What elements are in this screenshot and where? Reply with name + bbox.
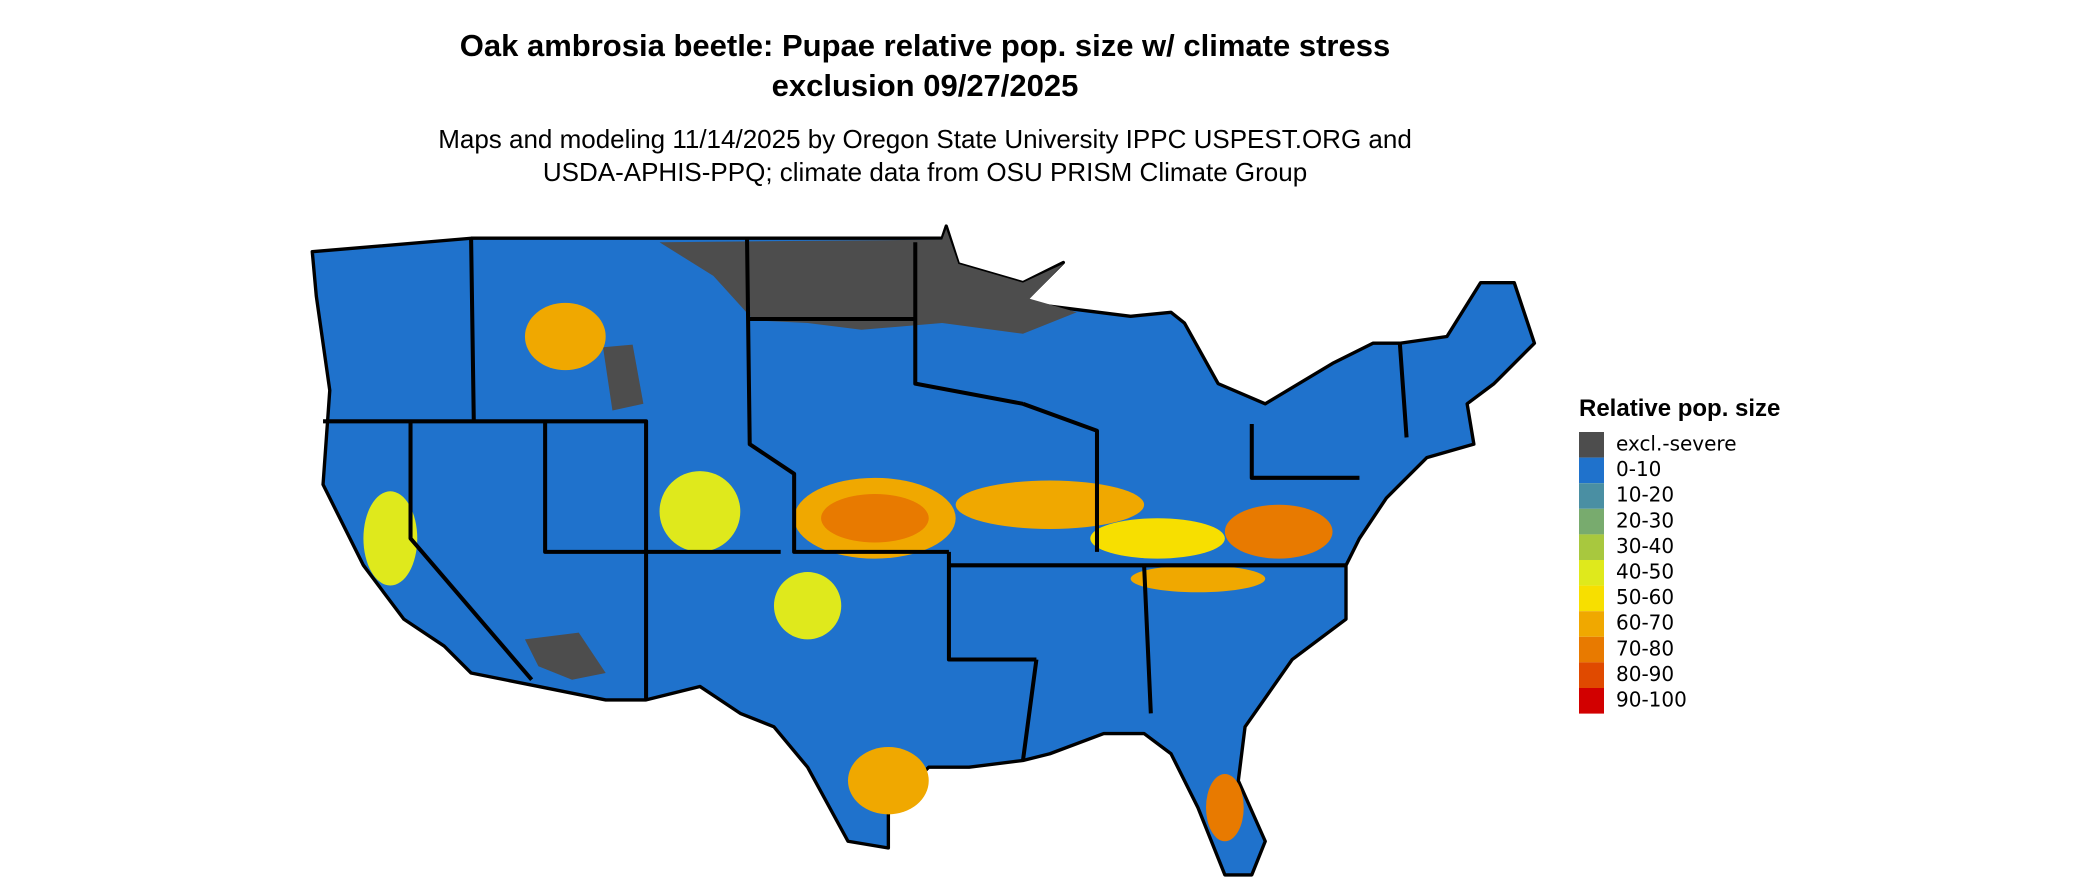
legend-swatch [1579,662,1604,688]
legend-label: 20-30 [1616,508,1674,532]
legend-swatch [1579,483,1604,509]
legend-swatch [1579,611,1604,637]
legend-label: 80-90 [1616,662,1674,686]
legend-title: Relative pop. size [1579,395,1780,422]
legend-swatch [1579,585,1604,612]
legend-swatch [1579,688,1604,714]
subtitle: USDA-APHIS-PPQ; climate data from OSU PR… [543,157,1307,187]
title: Oak ambrosia beetle: Pupae relative pop.… [460,28,1390,63]
legend-label: 70-80 [1616,636,1674,660]
legend-swatch [1579,636,1604,663]
legend-swatch [1579,560,1604,586]
legend-swatch [1579,457,1604,484]
legend-swatch [1579,534,1604,560]
legend-label: 30-40 [1616,534,1674,558]
legend-label: 90-100 [1616,688,1687,712]
legend-label: 50-60 [1616,585,1674,609]
legend-label: 40-50 [1616,560,1674,584]
state-borders [323,238,1409,761]
legend-swatch [1579,432,1604,458]
title: exclusion 09/27/2025 [772,68,1079,103]
legend-label: excl.-severe [1616,432,1737,456]
excluded-areas [524,228,1077,680]
legend-swatch [1579,508,1604,535]
legend-label: 60-70 [1616,611,1674,635]
us-map [310,224,1537,877]
subtitle: Maps and modeling 11/14/2025 by Oregon S… [438,124,1412,154]
legend-label: 0-10 [1616,457,1661,481]
legend-label: 10-20 [1616,483,1674,507]
